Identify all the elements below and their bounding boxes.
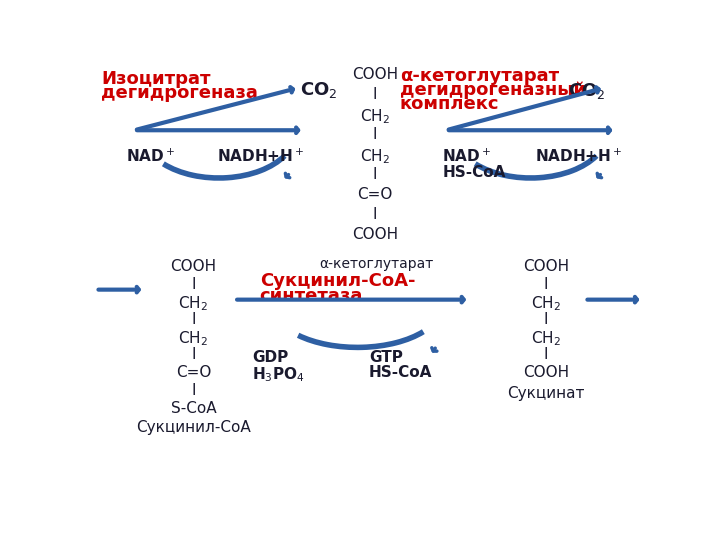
Text: CH$_2$: CH$_2$	[360, 147, 390, 166]
Text: NADH+H$^+$: NADH+H$^+$	[534, 148, 622, 165]
Text: CO$_2$: CO$_2$	[567, 81, 605, 101]
Text: синтетаза: синтетаза	[260, 287, 363, 305]
Text: COOH: COOH	[352, 227, 398, 242]
Text: I: I	[544, 312, 549, 327]
Text: дегидрогеназа: дегидрогеназа	[101, 84, 258, 102]
Text: Сукцинил-CoA: Сукцинил-CoA	[136, 420, 251, 435]
Text: I: I	[544, 347, 549, 362]
Text: I: I	[373, 167, 377, 182]
Text: HS-CoA: HS-CoA	[442, 165, 505, 180]
Text: NAD$^+$: NAD$^+$	[127, 148, 176, 165]
Text: CH$_2$: CH$_2$	[179, 330, 208, 348]
Text: H$_3$PO$_4$: H$_3$PO$_4$	[252, 365, 305, 384]
Text: I: I	[373, 127, 377, 142]
Text: GDP: GDP	[252, 350, 288, 364]
Text: Сукцинат: Сукцинат	[508, 386, 585, 401]
Text: CH$_2$: CH$_2$	[360, 107, 390, 126]
Text: дегидрогеназный: дегидрогеназный	[400, 81, 586, 99]
Text: S-CoA: S-CoA	[171, 401, 216, 415]
Text: COOH: COOH	[171, 259, 217, 274]
Text: C=O: C=O	[176, 365, 211, 380]
Text: CH$_2$: CH$_2$	[179, 294, 208, 313]
Text: HS-CoA: HS-CoA	[369, 365, 433, 380]
Text: Изоцитрат: Изоцитрат	[101, 70, 210, 88]
Text: I: I	[192, 312, 196, 327]
Text: CO$_2$: CO$_2$	[300, 80, 337, 100]
Text: C=O: C=O	[357, 187, 393, 202]
Text: I: I	[373, 87, 377, 102]
Text: COOH: COOH	[523, 365, 570, 380]
Text: GTP: GTP	[369, 350, 403, 364]
Text: I: I	[192, 347, 196, 362]
Text: I: I	[192, 383, 196, 398]
Text: COOH: COOH	[352, 67, 398, 82]
Text: NADH+H$^+$: NADH+H$^+$	[217, 148, 305, 165]
Text: CH$_2$: CH$_2$	[531, 330, 561, 348]
Text: α-кетоглутарат: α-кетоглутарат	[400, 67, 559, 85]
Text: I: I	[373, 207, 377, 222]
Text: NAD$^+$: NAD$^+$	[442, 148, 491, 165]
Text: I: I	[544, 276, 549, 292]
Text: α-кетоглутарат: α-кетоглутарат	[320, 257, 434, 271]
Text: COOH: COOH	[523, 259, 570, 274]
Text: комплекс: комплекс	[400, 95, 499, 113]
Text: Сукцинил-CoA-: Сукцинил-CoA-	[260, 272, 415, 290]
Text: I: I	[192, 276, 196, 292]
Text: CH$_2$: CH$_2$	[531, 294, 561, 313]
